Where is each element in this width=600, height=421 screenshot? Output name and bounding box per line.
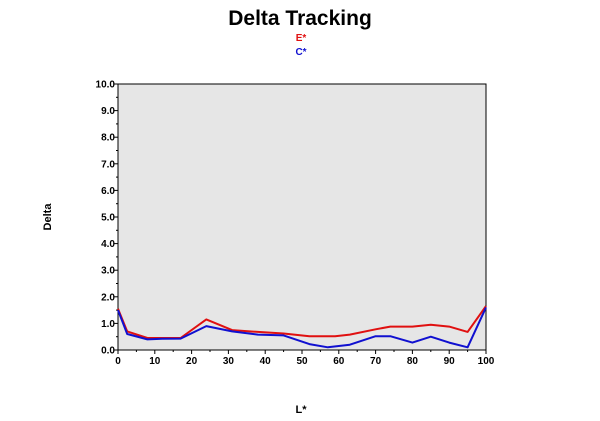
x-tick-label: 60 (333, 356, 345, 367)
y-tick-label: 2.0 (101, 292, 115, 303)
x-tick-label: 10 (149, 356, 161, 367)
y-tick-label: 7.0 (101, 159, 115, 170)
x-tick-label: 30 (223, 356, 235, 367)
y-axis-label: Delta (42, 203, 54, 231)
y-tick-label: 9.0 (101, 106, 115, 117)
y-tick-label: 1.0 (101, 319, 115, 330)
x-tick-label: 20 (186, 356, 198, 367)
x-tick-label: 80 (407, 356, 419, 367)
x-tick-label: 90 (444, 356, 456, 367)
x-tick-label: 100 (478, 356, 495, 367)
series-line-c (117, 306, 487, 349)
legend-entry-c: C* (295, 47, 306, 58)
legend-entry-e: E* (296, 33, 307, 44)
y-axis: 0.0 1.0 2.0 3.0 4.0 5.0 6.0 7.0 8.0 9.0 10.0 (96, 80, 118, 357)
series-layer (117, 305, 487, 349)
x-axis-label: L* (296, 404, 308, 416)
x-tick-label: 40 (260, 356, 272, 367)
y-tick-label: 8.0 (101, 133, 115, 144)
y-tick-label: 4.0 (101, 239, 115, 250)
y-tick-label: 10.0 (96, 80, 116, 91)
x-tick-label: 0 (115, 356, 121, 367)
plot-area (117, 83, 487, 351)
chart-title: Delta Tracking (228, 7, 372, 30)
x-tick-label: 70 (370, 356, 382, 367)
y-tick-label: 0.0 (101, 346, 115, 357)
y-tick-label: 5.0 (101, 213, 115, 224)
x-axis: 0 10 20 30 40 50 60 70 80 90 100 (115, 350, 495, 367)
x-tick-label: 50 (296, 356, 308, 367)
y-tick-label: 3.0 (101, 266, 115, 277)
y-tick-label: 6.0 (101, 186, 115, 197)
